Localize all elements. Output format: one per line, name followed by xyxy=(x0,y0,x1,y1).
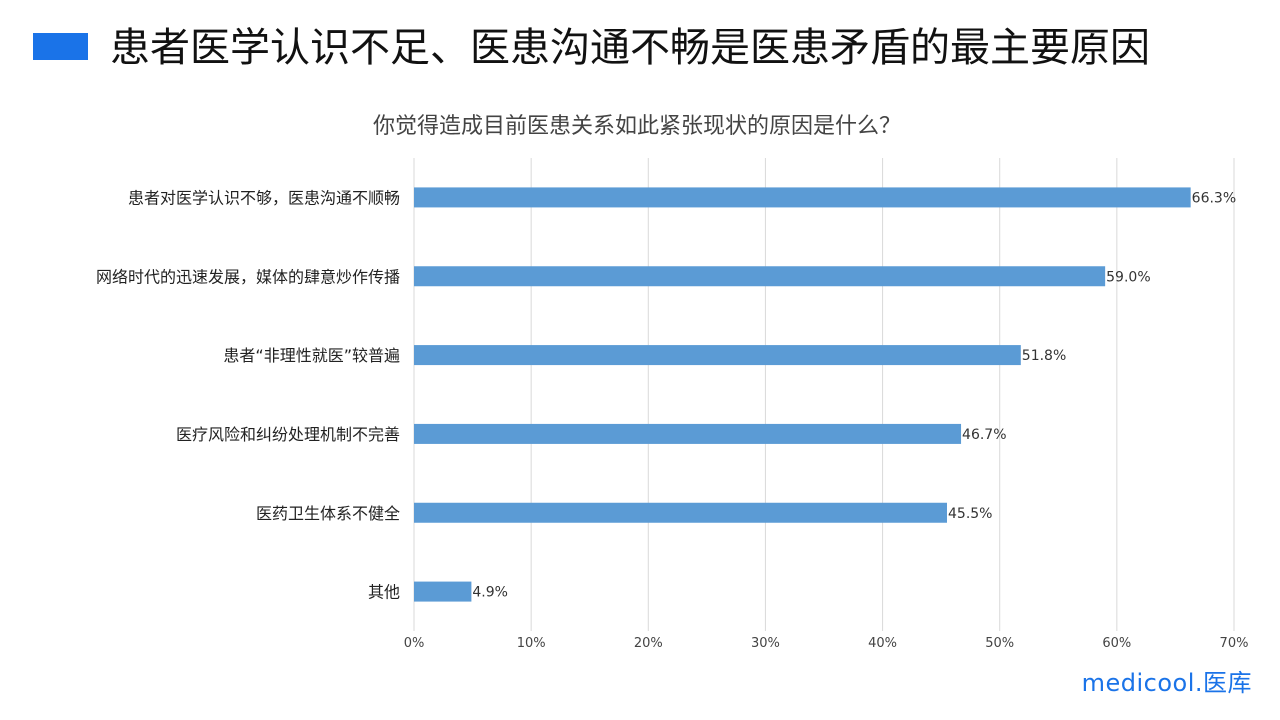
data-label: 66.3% xyxy=(1192,190,1236,206)
data-label: 4.9% xyxy=(472,585,508,601)
category-label: 医药卫生体系不健全 xyxy=(256,504,400,523)
category-label: 网络时代的迅速发展，媒体的肆意炒作传播 xyxy=(96,267,400,286)
bar xyxy=(414,502,947,523)
bar xyxy=(414,266,1106,287)
bar xyxy=(414,581,472,602)
category-label: 其他 xyxy=(368,583,400,602)
category-label: 患者对医学认识不够，医患沟通不顺畅 xyxy=(128,188,400,207)
data-label: 59.0% xyxy=(1106,269,1150,285)
x-tick-label: 70% xyxy=(1220,636,1249,651)
category-labels: 患者对医学认识不够，医患沟通不顺畅网络时代的迅速发展，媒体的肆意炒作传播患者“非… xyxy=(96,188,400,601)
bar xyxy=(414,423,962,444)
category-label: 医疗风险和纠纷处理机制不完善 xyxy=(176,425,400,444)
x-tick-label: 20% xyxy=(634,636,663,651)
x-tick-label: 40% xyxy=(868,636,897,651)
x-tick-label: 10% xyxy=(517,636,546,651)
bar xyxy=(414,345,1021,366)
medicool-logo: medicool.医库 xyxy=(1081,669,1252,697)
data-label: 46.7% xyxy=(962,427,1006,443)
x-axis-ticks: 0% 10% 20% 30% 40% 50% 60% 70% xyxy=(404,636,1249,651)
chart-gridlines xyxy=(413,158,1235,631)
data-labels: 66.3% 59.0% 51.8% 46.7% 45.5% 4.9% xyxy=(472,190,1236,600)
x-tick-label: 30% xyxy=(751,636,780,651)
bar xyxy=(414,187,1191,208)
data-label: 51.8% xyxy=(1022,348,1066,364)
x-tick-label: 60% xyxy=(1102,636,1131,651)
bars xyxy=(414,187,1191,602)
chart-title: 你觉得造成目前医患关系如此紧张现状的原因是什么？ xyxy=(373,114,901,139)
data-label: 45.5% xyxy=(948,506,992,522)
x-tick-label: 50% xyxy=(985,636,1014,651)
category-label: 患者“非理性就医”较普遍 xyxy=(223,346,400,365)
x-tick-label: 0% xyxy=(404,636,425,651)
title-marker xyxy=(33,33,88,60)
slide-title: 患者医学认识不足、医患沟通不畅是医患矛盾的最主要原因 xyxy=(110,25,1150,71)
